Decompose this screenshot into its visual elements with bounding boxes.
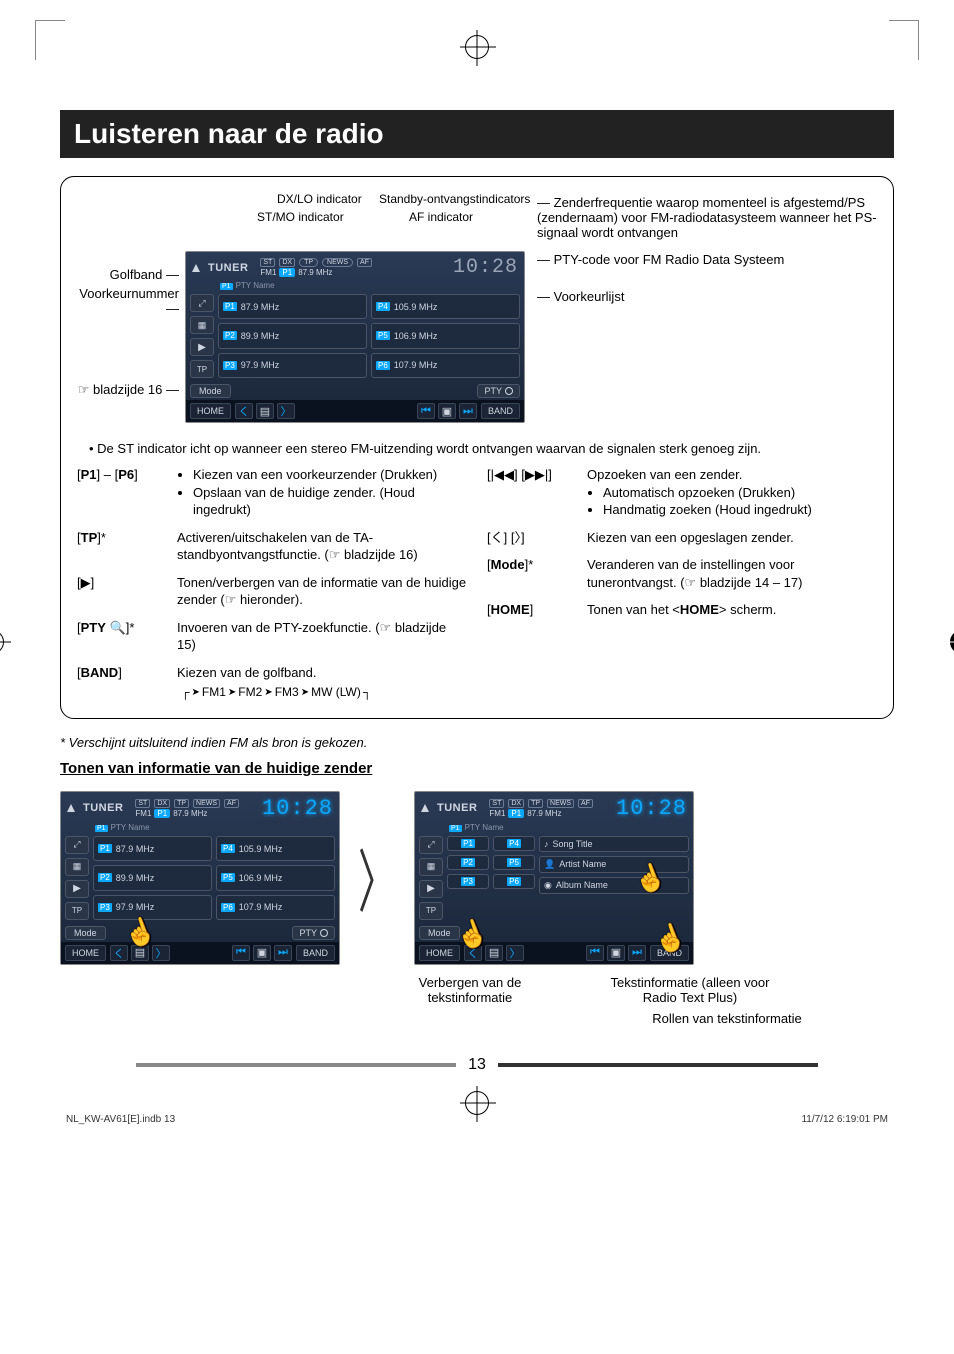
callout-freq-desc: — Zenderfrequentie waarop momenteel is a… [537,195,877,240]
antenna-icon [192,264,200,272]
page-number: 13 [60,1056,894,1074]
preset-3[interactable]: P397.9 MHz [218,353,367,378]
preset-badge: P1 [279,268,295,277]
callout-text-info: Tekstinformatie (alleen voor Radio Text … [600,975,780,1005]
fn-play-desc: Tonen/verbergen van de informatie van de… [177,574,467,609]
band-sequence: ┌FM1 FM2 FM3 MW (LW)┐ [181,683,467,700]
registration-mark-top [465,35,489,59]
fn-key-seek: [|◀◀] [▶▶|] [487,466,579,519]
current-freq: 87.9 MHz [298,268,332,277]
fn-tp-desc: Activeren/uitschakelen van de TA-standby… [177,529,467,564]
side-btn-tp[interactable]: TP [190,360,214,378]
registration-mark-left [0,630,4,654]
fn-seek-b: Handmatig zoeken (Houd ingedrukt) [603,501,877,519]
preset-4[interactable]: P4105.9 MHz [371,294,520,319]
registration-mark-bottom [465,1091,489,1115]
ind-news: NEWS [322,258,353,267]
pty-button[interactable]: PTY [477,384,520,398]
song-title: Song Title [553,839,593,849]
main-info-box: DX/LO indicator ST/MO indicator Standby-… [60,176,894,719]
fn-band-desc: Kiezen van de golfband. [177,664,467,682]
arrow-between-icon: 〉 [358,827,396,926]
callout-dx-lo: DX/LO indicator [277,193,362,206]
st-note: De ST indicator icht op wanneer een ster… [89,441,877,456]
list-icon[interactable]: ▤ [256,403,274,419]
callout-scroll: Rollen van tekstinformatie [560,1011,894,1026]
fn-mode-desc: Veranderen van de instellingen voor tune… [587,556,877,591]
preset-6[interactable]: P6107.9 MHz [371,353,520,378]
center-icon[interactable]: ▣ [438,403,456,419]
next-preset-icon[interactable]: 〉 [277,403,295,419]
pty-badge: P1 [220,283,233,290]
side-btn-play[interactable] [190,338,214,356]
crop-mark-tr [889,20,919,60]
prev-preset-icon[interactable]: く [235,403,253,419]
preset-1[interactable]: P187.9 MHz [218,294,367,319]
ind-af: AF [357,258,372,267]
fn-key-pty: [PTY 🔍]* [77,619,169,654]
fn-home-desc: Tonen van het <HOME> scherm. [587,601,877,619]
side-btn-1[interactable]: ⤢ [190,294,214,312]
fn-key-p1p6: [P1] – [P6] [77,466,169,519]
ind-dx: DX [279,258,295,267]
artist-name: Artist Name [559,859,606,869]
preset-2[interactable]: P289.9 MHz [218,323,367,348]
seek-next-icon[interactable]: ⏭ [459,403,477,419]
footer-left: NL_KW-AV61[E].indb 13 [66,1114,175,1125]
callout-af: AF indicator [409,211,473,224]
home-button[interactable]: HOME [190,403,231,419]
clock: 10:28 [616,796,687,821]
antenna-icon [67,804,75,812]
source-label: TUNER [83,802,123,814]
crop-mark-tl [35,20,65,60]
fn-preset-nav-desc: Kiezen van een opgeslagen zender. [587,529,877,547]
fn-seek-desc: Opzoeken van een zender. [587,466,877,484]
callout-standby: Standby-ontvangstindicators [379,193,530,206]
callout-hide-text: Verbergen van de tekstinformatie [380,975,560,1005]
callout-voorkeurnummer: Voorkeurnummer — [77,286,179,316]
fn-key-play: [▶] [77,574,169,609]
subheader: Tonen van informatie van de huidige zend… [60,760,894,777]
fn-key-preset-nav: [く] [〉] [487,529,579,547]
band-button[interactable]: BAND [481,403,520,419]
fn-key-band: [BAND] [77,664,169,700]
callout-bladzijde: ☞ bladzijde 16 — [77,382,179,398]
fn-pty-desc: Invoeren van de PTY-zoekfunctie. (☞ blad… [177,619,467,654]
fn-key-tp: [TP]* [77,529,169,564]
side-btn-2[interactable]: ▦ [190,316,214,334]
page-title: Luisteren naar de radio [60,110,894,158]
fn-key-mode: [Mode]* [487,556,579,591]
function-table: [P1] – [P6] Kiezen van een voorkeurzende… [77,466,877,700]
clock: 10:28 [453,256,518,279]
seek-prev-icon[interactable]: ⏮ [417,403,435,419]
callout-golfband: Golfband — [77,267,179,282]
callout-pty-code: — PTY-code voor FM Radio Data Systeem [537,252,877,267]
fn-p1p6-a: Kiezen van een voorkeurzender (Drukken) [193,466,467,484]
album-name: Album Name [556,880,608,890]
footer-right: 11/7/12 6:19:01 PM [801,1114,888,1125]
registration-mark-right [950,630,954,654]
mode-button[interactable]: Mode [190,384,231,398]
ind-st: ST [260,258,275,267]
callout-preset-list: — Voorkeurlijst [537,289,877,304]
callout-st-mo: ST/MO indicator [257,211,344,224]
fn-key-home: [HOME] [487,601,579,619]
pty-name-label: PTY Name [236,281,275,290]
fn-p1p6-b: Opslaan van de huidige zender. (Houd ing… [193,484,467,519]
footnote: * Verschijnt uitsluitend indien FM als b… [60,735,894,750]
info-screens: TUNER ST DX TP NEWS AF FM1 P1 87.9 MHz [60,785,894,969]
ind-tp: TP [299,258,318,267]
fn-seek-a: Automatisch opzoeken (Drukken) [603,484,877,502]
info-screen-left: TUNER ST DX TP NEWS AF FM1 P1 87.9 MHz [60,791,340,965]
source-label: TUNER [208,262,248,274]
info-screen-right: TUNER ST DX TP NEWS AF FM1 P1 87.9 MHz [414,791,694,965]
preset-5[interactable]: P5106.9 MHz [371,323,520,348]
clock: 10:28 [262,796,333,821]
tuner-main-screen: TUNER ST DX TP NEWS AF FM1 P1 [185,245,525,427]
band-label-fm: FM1 [260,268,276,277]
